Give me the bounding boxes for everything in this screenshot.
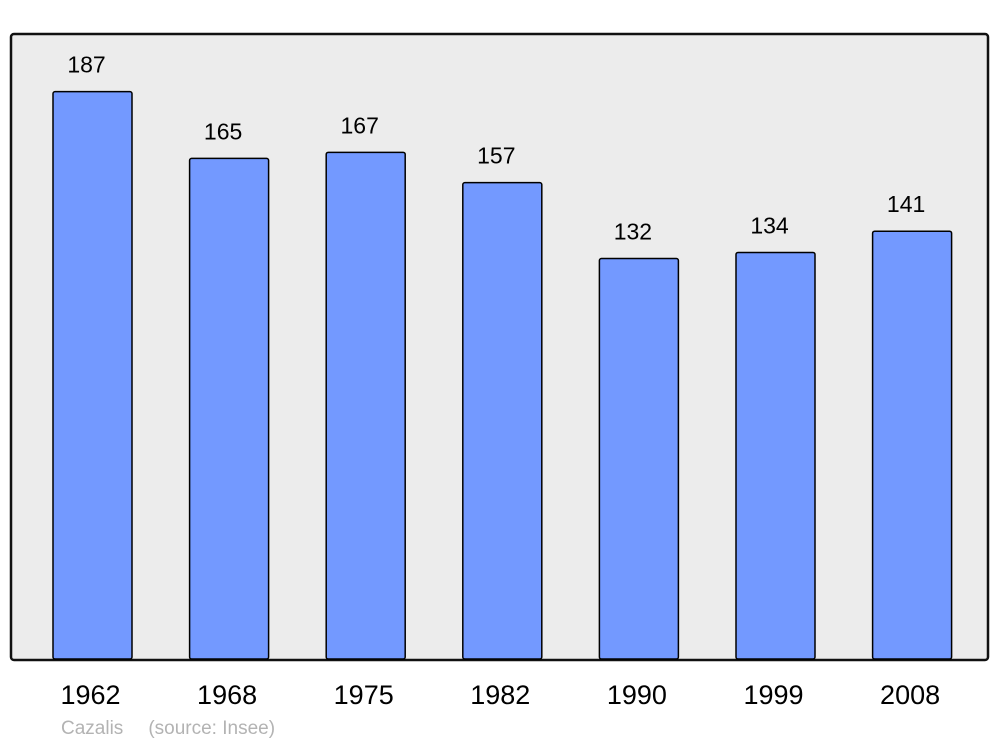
x-tick-label-1968: 1968: [197, 680, 257, 710]
data-label-1999: 134: [750, 212, 789, 238]
bar-1968: [188, 157, 270, 660]
caption-place: Cazalis: [61, 718, 124, 739]
chart-caption: Cazalis (source: Insee): [61, 718, 300, 740]
data-label-2008: 141: [887, 191, 925, 217]
data-label-1968: 165: [204, 118, 242, 144]
x-tick-label-1962: 1962: [60, 680, 120, 710]
x-tick-label-1999: 1999: [743, 680, 803, 710]
bar-1982: [462, 181, 543, 660]
bar-1990: [598, 257, 680, 660]
data-label-1975: 167: [341, 112, 379, 138]
data-label-1982: 157: [477, 143, 515, 169]
bar-1999: [735, 251, 816, 660]
x-tick-label-2008: 2008: [880, 680, 940, 710]
bar-1975: [325, 151, 406, 660]
x-tick-label-1975: 1975: [334, 680, 394, 710]
bar-2008: [871, 230, 953, 660]
caption-source: (source: Insee): [148, 718, 276, 739]
x-tick-label-1982: 1982: [470, 680, 530, 710]
bar-1962: [52, 90, 133, 660]
data-label-1962: 187: [67, 52, 105, 78]
x-tick-label-1990: 1990: [607, 680, 667, 710]
data-label-1990: 132: [614, 219, 652, 245]
